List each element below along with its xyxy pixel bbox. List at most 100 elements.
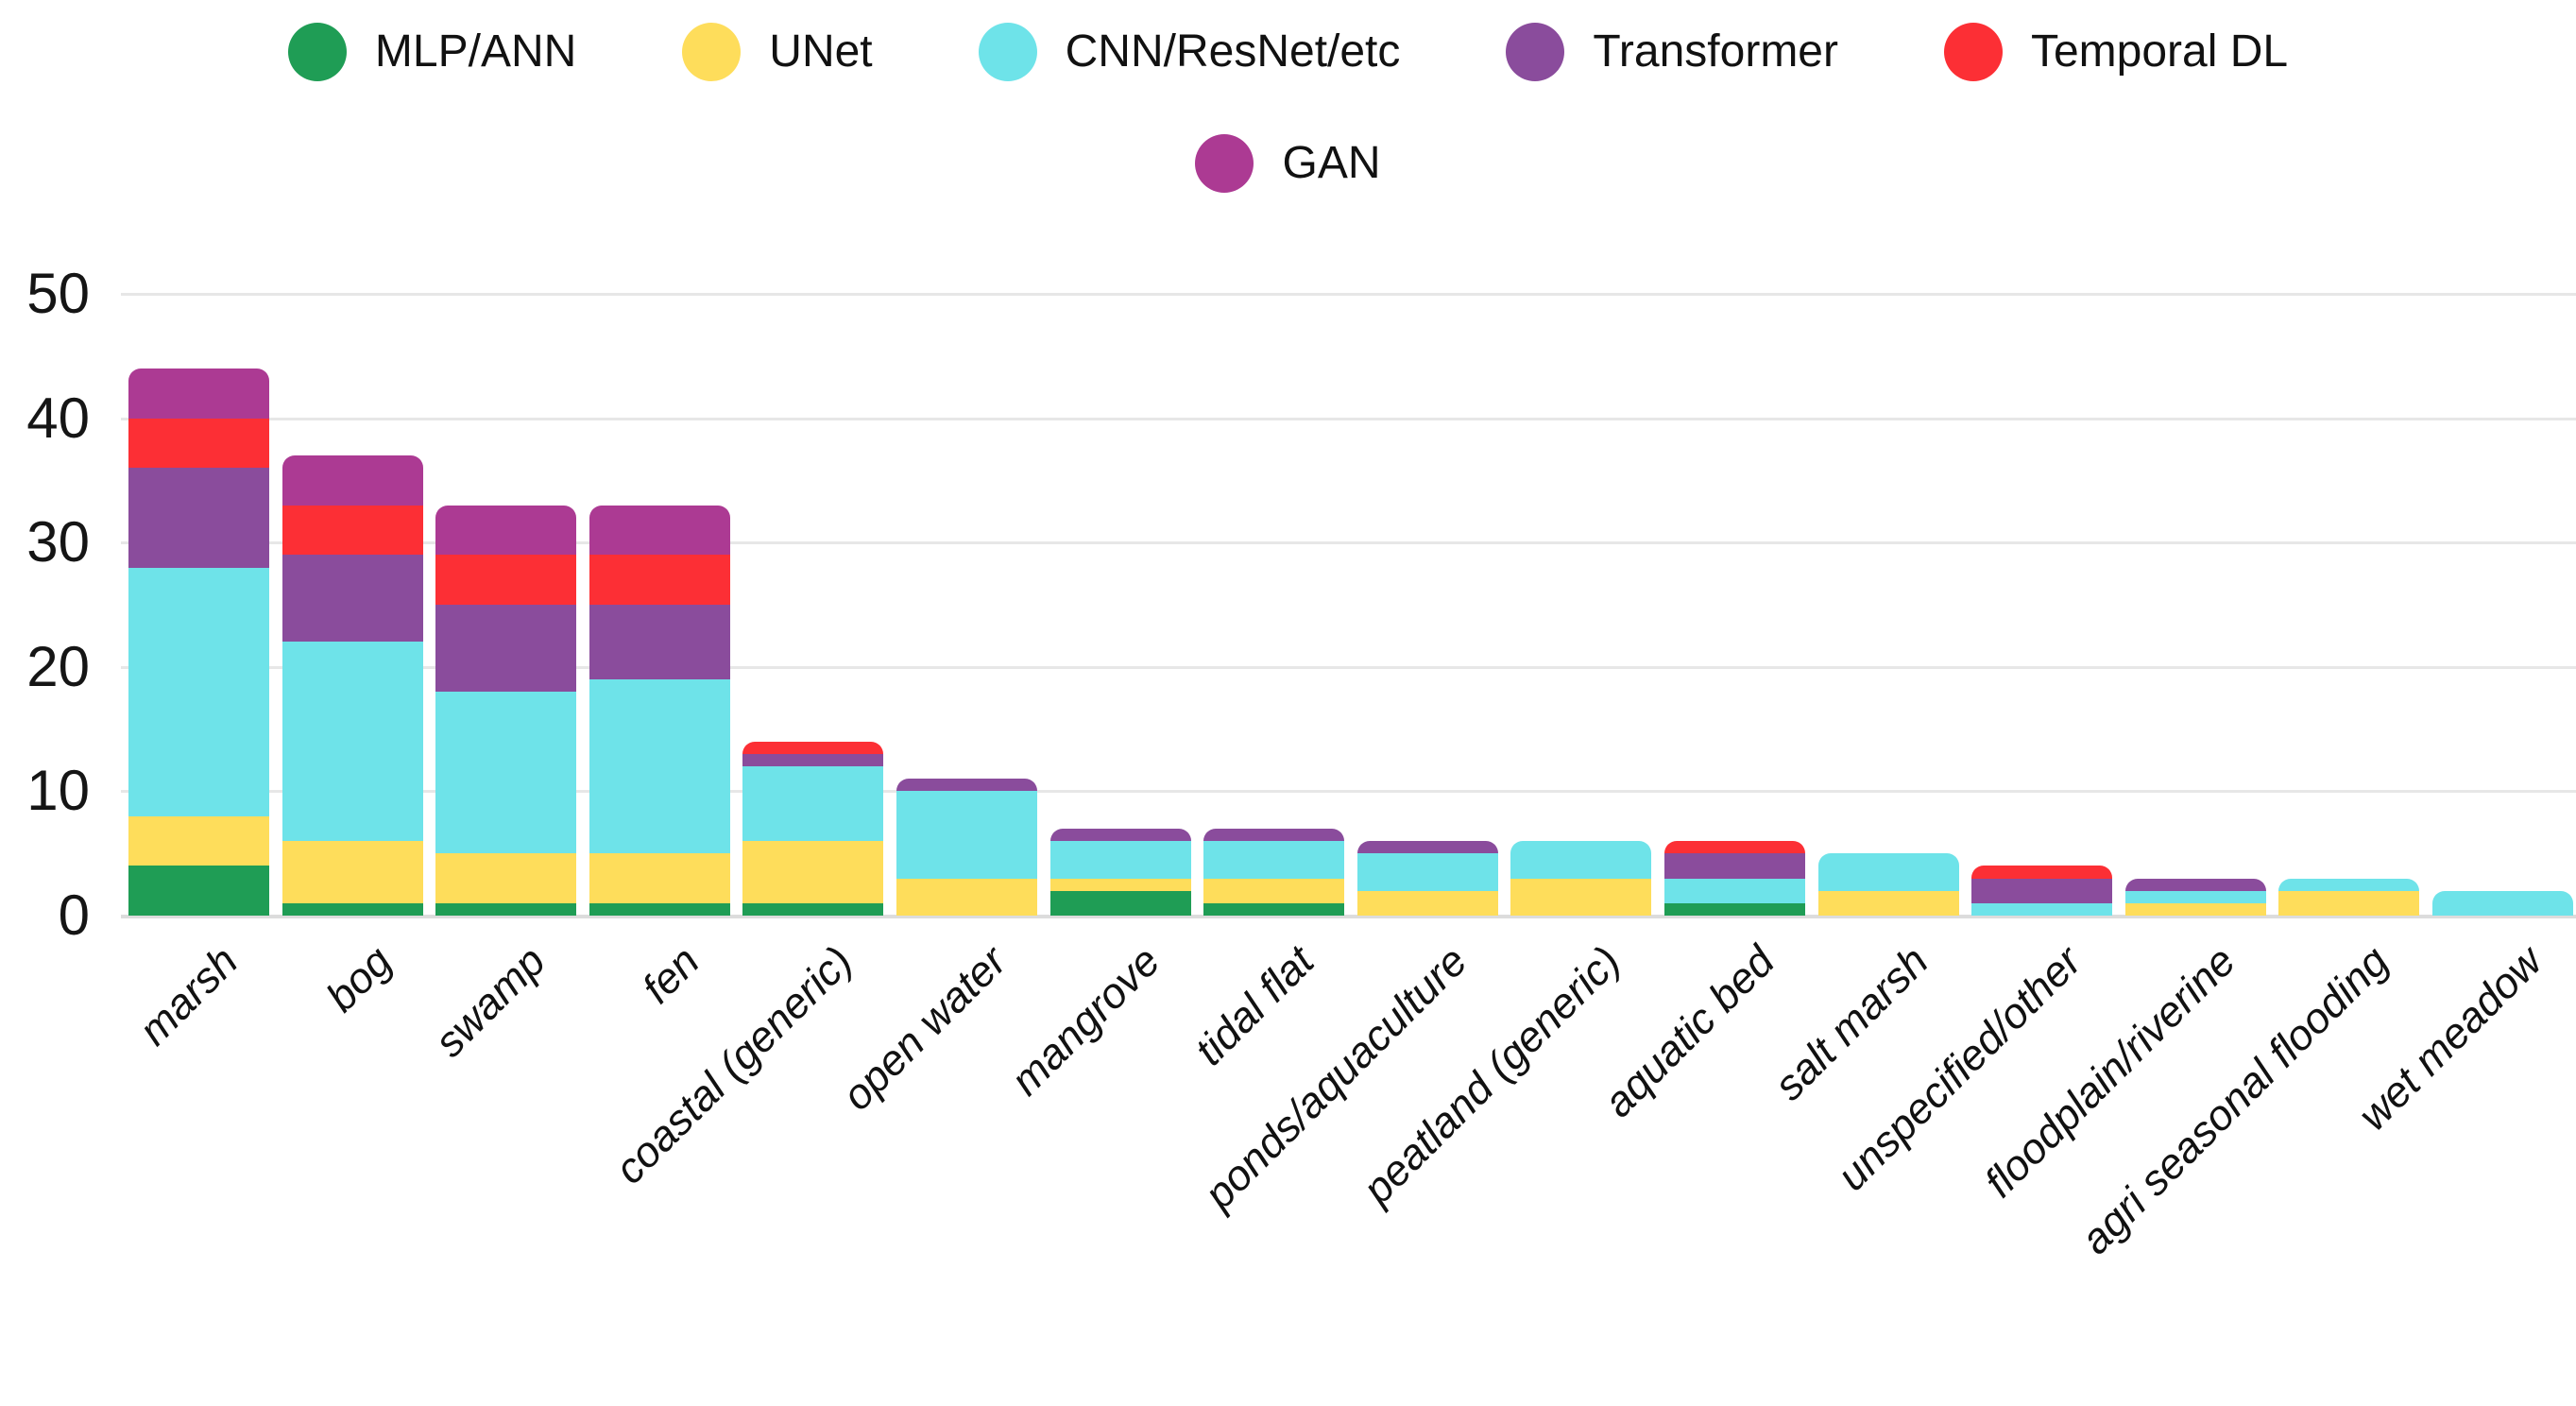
bar-segment-cnn-resnet-etc bbox=[1971, 902, 2113, 916]
legend-item-unet: UNet bbox=[682, 23, 873, 81]
bar-segment-unet bbox=[2124, 902, 2266, 916]
bar-segment-transformer bbox=[1049, 828, 1191, 842]
legend-dot-icon bbox=[1943, 23, 2003, 81]
bar-segment-unet bbox=[1356, 890, 1498, 916]
bar-segment-temporal-dl bbox=[435, 555, 577, 605]
bar-segment-temporal-dl bbox=[1971, 866, 2113, 879]
y-tick-label: 50 bbox=[26, 262, 90, 325]
legend-item-cnn-resnet-etc: CNN/ResNet/etc bbox=[978, 23, 1401, 81]
x-tick-label-text: mangrove bbox=[1000, 936, 1169, 1105]
bar-segment-gan bbox=[281, 455, 423, 506]
gridline bbox=[121, 293, 2576, 296]
bar-segment-temporal-dl bbox=[742, 741, 884, 754]
legend-dot-icon bbox=[1195, 134, 1254, 193]
x-tick-label-text: peatland (generic) bbox=[1353, 936, 1630, 1213]
bar-segment-gan bbox=[589, 505, 730, 556]
legend-dot-icon bbox=[287, 23, 347, 81]
gridline bbox=[121, 665, 2576, 669]
bar-segment-gan bbox=[128, 368, 269, 419]
legend-dot-icon bbox=[682, 23, 742, 81]
legend-label: MLP/ANN bbox=[374, 26, 577, 77]
bar-segment-cnn-resnet-etc bbox=[128, 567, 269, 816]
bar-segment-transformer bbox=[742, 753, 884, 767]
legend-item-transformer: Transformer bbox=[1506, 23, 1838, 81]
bar-segment-gan bbox=[435, 505, 577, 556]
x-axis-line bbox=[121, 915, 2576, 918]
bar-segment-mlp-ann bbox=[589, 902, 730, 916]
y-tick-label: 20 bbox=[26, 634, 90, 698]
bar-segment-transformer bbox=[1203, 828, 1345, 842]
legend-label: Temporal DL bbox=[2030, 26, 2289, 77]
legend-label: UNet bbox=[769, 26, 873, 77]
legend-label: Transformer bbox=[1593, 26, 1838, 77]
x-tick-label-text: agri seasonal flooding bbox=[2071, 936, 2398, 1263]
bar-segment-cnn-resnet-etc bbox=[1203, 841, 1345, 879]
bar-segment-transformer bbox=[128, 468, 269, 568]
bar-segment-unet bbox=[1817, 890, 1959, 916]
x-tick-label-text: marsh bbox=[129, 936, 247, 1054]
bar-segment-transformer bbox=[1664, 853, 1805, 879]
bar-segment-transformer bbox=[2124, 878, 2266, 891]
bar-segment-unet bbox=[896, 878, 1037, 916]
bar-segment-temporal-dl bbox=[1664, 841, 1805, 854]
bar-segment-mlp-ann bbox=[128, 866, 269, 916]
y-tick-label: 10 bbox=[26, 759, 90, 823]
gridline bbox=[121, 541, 2576, 545]
bar-segment-cnn-resnet-etc bbox=[896, 791, 1037, 879]
legend-label: GAN bbox=[1282, 138, 1381, 188]
bar-segment-transformer bbox=[281, 555, 423, 643]
bar-segment-cnn-resnet-etc bbox=[1664, 878, 1805, 903]
bar-segment-transformer bbox=[1356, 841, 1498, 854]
bar-segment-cnn-resnet-etc bbox=[1817, 853, 1959, 891]
bar-segment-unet bbox=[1510, 878, 1652, 916]
bar-segment-cnn-resnet-etc bbox=[435, 692, 577, 854]
bar-segment-unet bbox=[589, 853, 730, 903]
x-tick-label-text: swamp bbox=[425, 936, 555, 1067]
bar-segment-unet bbox=[1203, 878, 1345, 903]
bar-segment-temporal-dl bbox=[589, 555, 730, 605]
y-tick-label: 0 bbox=[58, 883, 90, 947]
bar-segment-mlp-ann bbox=[435, 902, 577, 916]
bar-segment-cnn-resnet-etc bbox=[2124, 890, 2266, 903]
legend-dot-icon bbox=[1506, 23, 1565, 81]
bar-segment-mlp-ann bbox=[1203, 902, 1345, 916]
legend-row-2: GAN bbox=[0, 134, 2576, 193]
legend-dot-icon bbox=[978, 23, 1037, 81]
legend-item-gan: GAN bbox=[1195, 134, 1381, 193]
gridline bbox=[121, 790, 2576, 794]
bar-segment-cnn-resnet-etc bbox=[742, 766, 884, 842]
bar-segment-transformer bbox=[1971, 878, 2113, 903]
bar-segment-cnn-resnet-etc bbox=[1356, 853, 1498, 891]
bar-segment-transformer bbox=[896, 779, 1037, 792]
bar-segment-unet bbox=[281, 841, 423, 903]
bar-segment-cnn-resnet-etc bbox=[2278, 878, 2420, 891]
bar-segment-mlp-ann bbox=[1664, 902, 1805, 916]
bar-segment-transformer bbox=[589, 605, 730, 679]
bar-segment-cnn-resnet-etc bbox=[2432, 890, 2573, 916]
x-tick-label-text: tidal flat bbox=[1185, 936, 1323, 1075]
legend-item-mlp-ann: MLP/ANN bbox=[287, 23, 577, 81]
bar-segment-unet bbox=[435, 853, 577, 903]
y-tick-label: 30 bbox=[26, 510, 90, 574]
legend-item-temporal-dl: Temporal DL bbox=[1943, 23, 2289, 81]
x-tick-label-text: ponds/aquaculture bbox=[1194, 936, 1476, 1219]
bar-segment-unet bbox=[128, 815, 269, 866]
legend-label: CNN/ResNet/etc bbox=[1065, 26, 1401, 77]
bar-segment-transformer bbox=[435, 605, 577, 693]
x-tick-label-text: bog bbox=[316, 936, 401, 1021]
bar-segment-unet bbox=[742, 841, 884, 903]
bar-segment-cnn-resnet-etc bbox=[589, 678, 730, 854]
gridline bbox=[121, 417, 2576, 420]
bar-segment-cnn-resnet-etc bbox=[1049, 841, 1191, 879]
bar-segment-unet bbox=[2278, 890, 2420, 916]
chart-legend: MLP/ANN UNet CNN/ResNet/etc Transformer Temp… bbox=[0, 0, 2576, 193]
bar-segment-mlp-ann bbox=[1049, 890, 1191, 916]
bar-segment-temporal-dl bbox=[281, 505, 423, 556]
bar-segment-mlp-ann bbox=[742, 902, 884, 916]
bar-segment-mlp-ann bbox=[281, 902, 423, 916]
x-tick-label-text: open water bbox=[832, 936, 1015, 1120]
y-tick-label: 40 bbox=[26, 386, 90, 450]
bar-segment-unet bbox=[1049, 878, 1191, 891]
bar-segment-temporal-dl bbox=[128, 418, 269, 469]
